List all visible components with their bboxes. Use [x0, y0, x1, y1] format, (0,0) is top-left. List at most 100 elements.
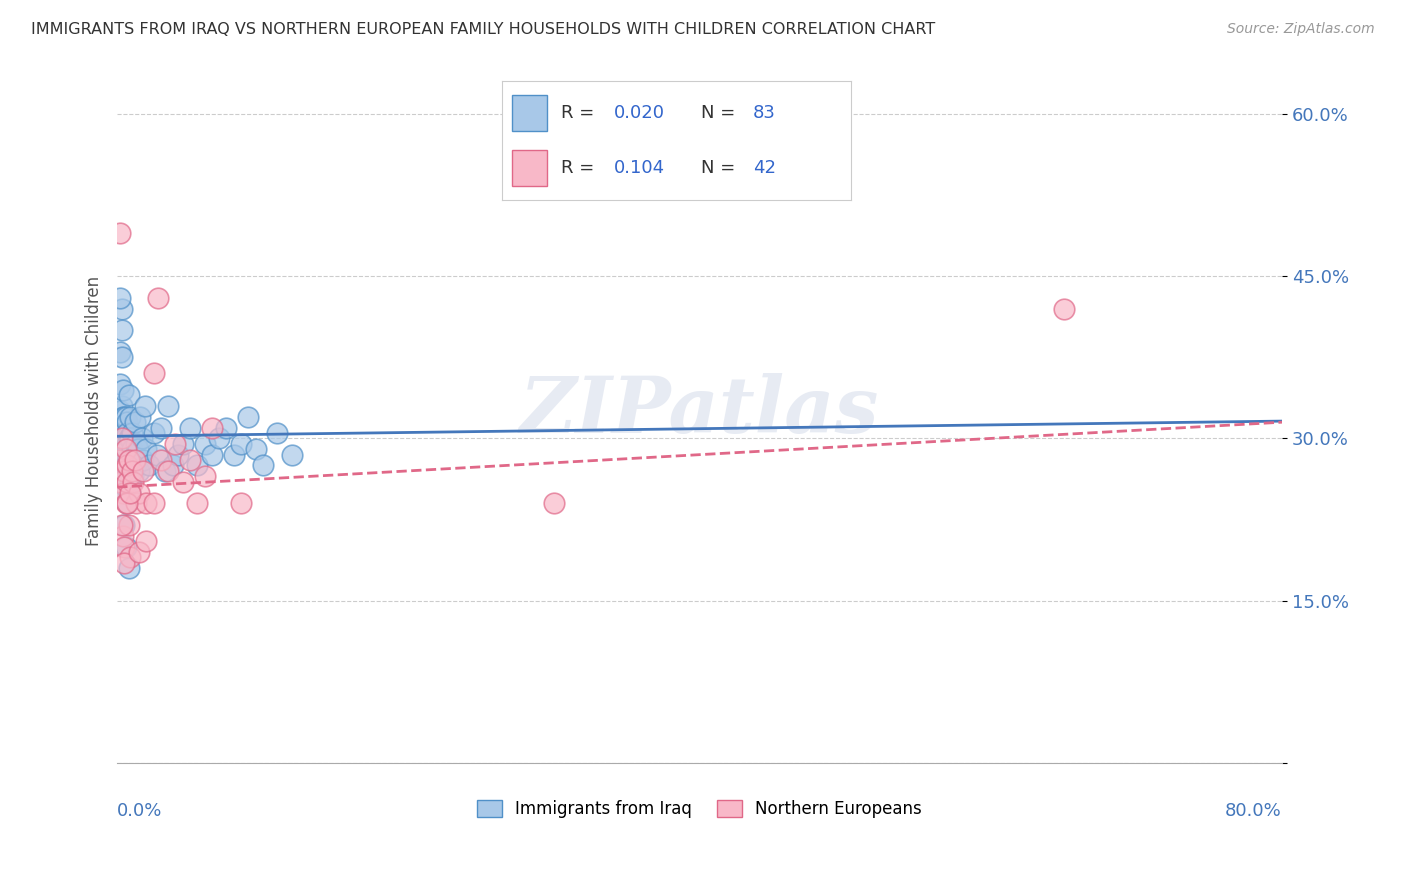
Point — [135, 496, 157, 510]
Point — [118, 388, 141, 402]
Point — [110, 437, 132, 451]
Point — [125, 437, 148, 451]
Point — [128, 545, 150, 559]
Point — [107, 437, 129, 451]
Point — [155, 464, 177, 478]
Point — [115, 432, 138, 446]
Point — [245, 442, 267, 457]
Point — [543, 496, 565, 510]
Point — [110, 301, 132, 316]
Point — [120, 409, 142, 424]
Point — [115, 448, 138, 462]
Point — [115, 540, 138, 554]
Point — [201, 448, 224, 462]
Point — [238, 409, 260, 424]
Point — [117, 425, 139, 440]
Text: 0.0%: 0.0% — [117, 802, 163, 820]
Point — [157, 399, 180, 413]
Point — [114, 432, 136, 446]
Point — [266, 425, 288, 440]
Point — [132, 453, 155, 467]
Point — [114, 453, 136, 467]
Point — [114, 409, 136, 424]
Point — [120, 485, 142, 500]
Point — [108, 404, 131, 418]
Point — [215, 420, 238, 434]
Point — [110, 323, 132, 337]
Text: ZIPatlas: ZIPatlas — [520, 373, 879, 450]
Point — [115, 409, 138, 424]
Point — [138, 458, 160, 473]
Point — [122, 469, 145, 483]
Point — [110, 432, 132, 446]
Point — [179, 420, 201, 434]
Point — [108, 344, 131, 359]
Point — [110, 453, 132, 467]
Point — [107, 453, 129, 467]
Point — [125, 458, 148, 473]
Point — [114, 442, 136, 457]
Point — [186, 496, 208, 510]
Point — [157, 464, 180, 478]
Point — [186, 458, 208, 473]
Point — [124, 448, 146, 462]
Point — [114, 540, 136, 554]
Point — [129, 409, 152, 424]
Point — [125, 496, 148, 510]
Point — [108, 291, 131, 305]
Point — [134, 399, 156, 413]
Point — [146, 291, 169, 305]
Point — [229, 496, 252, 510]
Point — [121, 464, 143, 478]
Point — [167, 448, 190, 462]
Point — [222, 448, 245, 462]
Point — [114, 556, 136, 570]
Point — [120, 550, 142, 565]
Point — [108, 475, 131, 489]
Point — [172, 475, 194, 489]
Point — [142, 425, 165, 440]
Point — [128, 464, 150, 478]
Point — [149, 420, 172, 434]
Point — [131, 432, 153, 446]
Point — [128, 485, 150, 500]
Point — [121, 442, 143, 457]
Point — [117, 415, 139, 429]
Point — [118, 464, 141, 478]
Point — [111, 432, 134, 446]
Point — [111, 383, 134, 397]
Point — [114, 464, 136, 478]
Point — [208, 432, 231, 446]
Point — [124, 453, 146, 467]
Point — [1052, 301, 1074, 316]
Text: 80.0%: 80.0% — [1225, 802, 1282, 820]
Point — [132, 464, 155, 478]
Point — [115, 458, 138, 473]
Point — [122, 475, 145, 489]
Point — [117, 442, 139, 457]
Text: IMMIGRANTS FROM IRAQ VS NORTHERN EUROPEAN FAMILY HOUSEHOLDS WITH CHILDREN CORREL: IMMIGRANTS FROM IRAQ VS NORTHERN EUROPEA… — [31, 22, 935, 37]
Point — [111, 529, 134, 543]
Point — [111, 485, 134, 500]
Point — [193, 437, 215, 451]
Point — [142, 367, 165, 381]
Point — [281, 448, 304, 462]
Point — [162, 458, 184, 473]
Point — [149, 453, 172, 467]
Point — [110, 518, 132, 533]
Point — [107, 420, 129, 434]
Point — [118, 453, 141, 467]
Point — [135, 442, 157, 457]
Point — [193, 469, 215, 483]
Point — [252, 458, 274, 473]
Point — [117, 496, 139, 510]
Point — [118, 561, 141, 575]
Point — [122, 453, 145, 467]
Point — [142, 496, 165, 510]
Point — [135, 534, 157, 549]
Point — [229, 437, 252, 451]
Point — [114, 518, 136, 533]
Point — [118, 453, 141, 467]
Point — [201, 420, 224, 434]
Point — [117, 475, 139, 489]
